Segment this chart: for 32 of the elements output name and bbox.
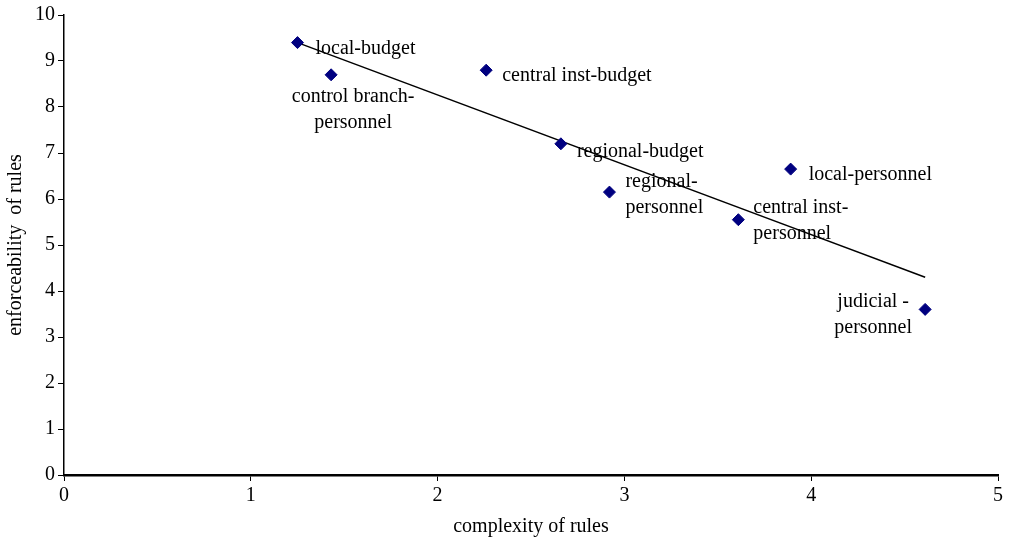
y-axis-title: enforceability of rules xyxy=(3,153,27,336)
point xyxy=(918,302,932,316)
y-tick-label: 6 xyxy=(45,186,55,209)
annotation: central inst-budget xyxy=(502,63,653,87)
point xyxy=(784,162,798,176)
annotation: local-personnel xyxy=(808,162,933,186)
x-tick-label: 1 xyxy=(245,483,256,506)
point xyxy=(291,36,304,50)
y-tick-label: 3 xyxy=(45,324,55,347)
point xyxy=(554,137,568,151)
y-tick-label: 8 xyxy=(45,94,55,117)
y-tick-label: 9 xyxy=(45,48,55,71)
y-tick-label: 10 xyxy=(35,2,55,25)
y-tick-label: 4 xyxy=(45,278,55,301)
point xyxy=(324,68,338,82)
y-tick-label: 2 xyxy=(45,370,55,393)
y-tick-label: 5 xyxy=(45,232,55,255)
y-tick-label: 7 xyxy=(45,140,55,163)
annotation: control branch- personnel xyxy=(291,84,415,134)
x-tick-label: 5 xyxy=(993,483,1003,506)
x-axis-title: complexity of rules xyxy=(453,514,609,538)
x-tick-label: 4 xyxy=(806,483,817,506)
x-tick-label: 2 xyxy=(432,483,443,506)
x-tick-label: 0 xyxy=(59,483,69,506)
annotation: local-budget xyxy=(315,35,416,59)
point xyxy=(479,63,493,77)
y-tick-label: 0 xyxy=(45,462,55,485)
point xyxy=(731,213,745,227)
annotation: judicial - personnel xyxy=(834,288,913,338)
point xyxy=(602,185,616,199)
y-tick-label: 1 xyxy=(45,416,55,439)
x-tick-label: 3 xyxy=(619,483,630,506)
